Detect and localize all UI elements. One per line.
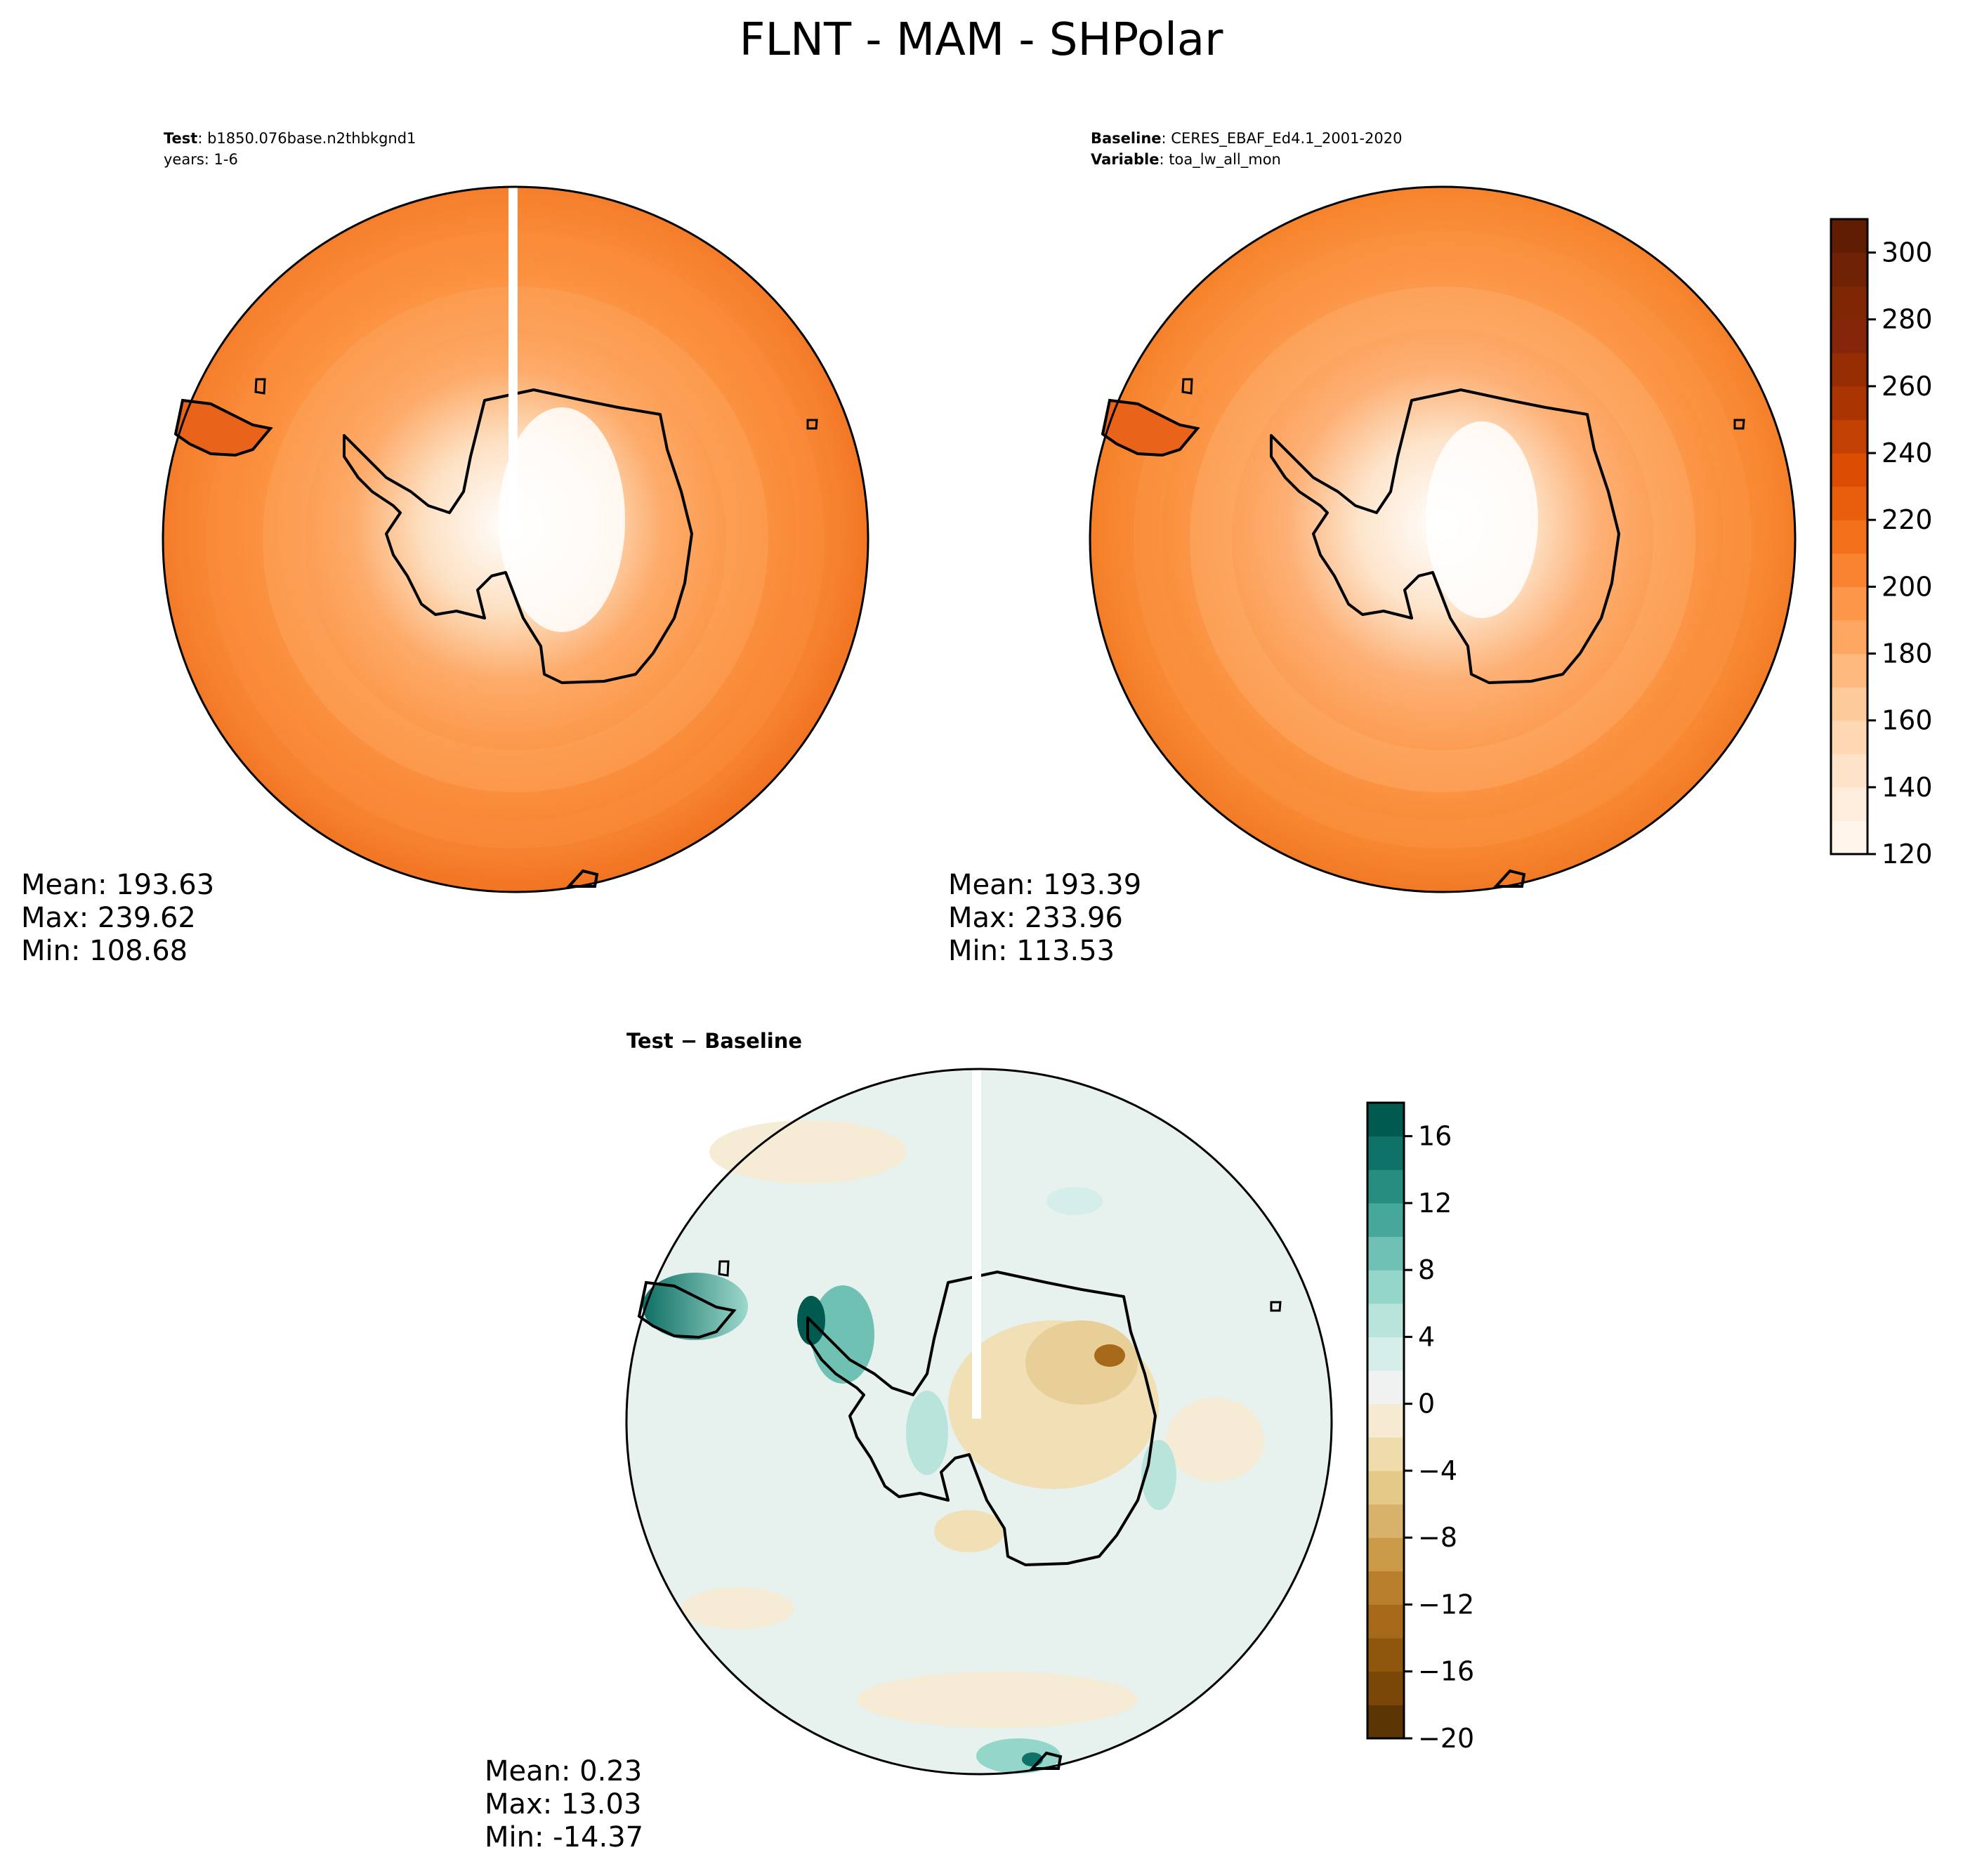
diff-colorbar-band — [1367, 1638, 1404, 1672]
diff-colorbar-band — [1367, 1705, 1404, 1739]
diff-max: Max: 13.03 — [485, 1788, 641, 1821]
baseline-colorbar-band — [1831, 286, 1867, 320]
baseline-variable: Variable: toa_lw_all_mon — [1091, 151, 1281, 169]
baseline-min: Min: 113.53 — [948, 935, 1115, 967]
diff-colorbar-tick-label: −4 — [1418, 1455, 1457, 1486]
baseline-colorbar-tick-label: 260 — [1882, 371, 1933, 402]
baseline-label: Baseline: CERES_EBAF_Ed4.1_2001-2020 — [1091, 130, 1402, 147]
diff-colorbar-tick-label: 4 — [1418, 1321, 1435, 1352]
diff-antarctica-coastline — [806, 1271, 1157, 1566]
baseline-colorbar-tick-label: 280 — [1882, 304, 1933, 335]
diff-colorbar-band — [1367, 1537, 1404, 1572]
test-mean: Mean: 193.63 — [21, 869, 214, 901]
diff-colorbar-band — [1367, 1103, 1404, 1137]
diff-colorbar-band — [1367, 1337, 1404, 1371]
baseline-colorbar-band — [1831, 586, 1867, 621]
baseline-colorbar-band — [1831, 619, 1867, 655]
baseline-colorbar-band — [1831, 386, 1867, 420]
baseline-colorbar-tick-label: 140 — [1882, 772, 1933, 803]
test-map-boundary — [162, 185, 869, 893]
baseline-colorbar-band — [1831, 754, 1867, 788]
baseline-colorbar-tick-label: 160 — [1882, 705, 1933, 736]
diff-map-boundary — [625, 1068, 1333, 1776]
diff-colorbar-tick-label: 16 — [1418, 1121, 1452, 1152]
baseline-colorbar: 120 140 160 180 200 220 240 260 280 300 — [1830, 218, 1933, 870]
diff-colorbar-band — [1367, 1202, 1404, 1238]
baseline-colorbar-band — [1831, 353, 1867, 387]
baseline-colorbar-band — [1831, 553, 1867, 587]
diff-colorbar-band — [1367, 1604, 1404, 1639]
baseline-max: Max: 233.96 — [948, 902, 1123, 934]
panel-test: Test: b1850.076base.n2thbkgnd1 years: 1-… — [21, 130, 869, 967]
diff-colorbar-band — [1367, 1504, 1404, 1538]
diff-colorbar-band — [1367, 1470, 1404, 1505]
diff-colorbar-band — [1367, 1437, 1404, 1471]
baseline-colorbar-tick-label: 180 — [1882, 638, 1933, 669]
diff-colorbar-tick-label: −12 — [1418, 1589, 1474, 1620]
diff-colorbar-tick-label: −8 — [1418, 1522, 1457, 1553]
test-south-america-coastline — [173, 398, 273, 457]
baseline-colorbar-band — [1831, 252, 1867, 287]
diff-colorbar-frame — [1366, 1101, 1405, 1740]
diff-title: Test − Baseline — [626, 1029, 802, 1053]
diff-colorbar-tick-label: 12 — [1418, 1188, 1452, 1219]
baseline-antarctica-coastline — [1270, 388, 1620, 684]
diff-colorbar-tick-label: 0 — [1418, 1389, 1435, 1419]
baseline-colorbar-tick-label: 240 — [1882, 438, 1933, 468]
diff-colorbar-band — [1367, 1270, 1404, 1304]
diff-colorbar-tick-label: 8 — [1418, 1254, 1435, 1285]
panel-baseline: Baseline: CERES_EBAF_Ed4.1_2001-2020 Var… — [948, 130, 1933, 967]
baseline-colorbar-band — [1831, 520, 1867, 554]
diff-mean: Mean: 0.23 — [485, 1755, 642, 1788]
baseline-map-boundary — [1089, 185, 1797, 893]
test-label: Test: b1850.076base.n2thbkgnd1 — [164, 130, 416, 147]
diff-south-america-coastline — [637, 1280, 737, 1339]
diff-colorbar-tick-label: −20 — [1418, 1723, 1474, 1754]
panel-diff: Test − Baseline — [485, 1029, 1474, 1854]
baseline-colorbar-band — [1831, 820, 1867, 855]
diff-map — [625, 1068, 1333, 1776]
diff-colorbar-band — [1367, 1136, 1404, 1170]
baseline-map — [1089, 185, 1797, 893]
test-max: Max: 239.62 — [21, 902, 196, 934]
baseline-colorbar-band — [1831, 787, 1867, 821]
diff-colorbar-band — [1367, 1570, 1404, 1605]
baseline-colorbar-band — [1831, 720, 1867, 754]
baseline-colorbar-band — [1831, 219, 1867, 254]
baseline-colorbar-tick-label: 300 — [1882, 237, 1933, 268]
test-map — [162, 185, 869, 893]
figure-title: FLNT - MAM - SHPolar — [740, 14, 1223, 66]
baseline-colorbar-band — [1831, 419, 1867, 454]
baseline-colorbar-frame — [1830, 218, 1869, 855]
baseline-colorbar-tick-label: 220 — [1882, 504, 1933, 535]
test-antarctica-coastline — [343, 388, 693, 684]
baseline-colorbar-band — [1831, 687, 1867, 721]
diff-colorbar-band — [1367, 1169, 1404, 1204]
diff-min: Min: -14.37 — [485, 1821, 643, 1854]
diff-colorbar-band — [1367, 1370, 1404, 1405]
diff-colorbar-band — [1367, 1236, 1404, 1271]
baseline-south-america-coastline — [1101, 398, 1200, 457]
baseline-colorbar-tick-label: 200 — [1882, 571, 1933, 602]
diff-colorbar-band — [1367, 1671, 1404, 1705]
diff-colorbar-tick-label: −16 — [1418, 1656, 1474, 1687]
diff-colorbar: −20 −16 −12 −8 −4 0 4 8 12 16 — [1366, 1101, 1474, 1754]
diff-colorbar-band — [1367, 1303, 1404, 1337]
test-min: Min: 108.68 — [21, 935, 188, 967]
baseline-colorbar-tick-label: 120 — [1882, 839, 1933, 870]
baseline-colorbar-band — [1831, 486, 1867, 520]
diff-colorbar-band — [1367, 1403, 1404, 1438]
test-years: years: 1-6 — [164, 151, 238, 168]
baseline-mean: Mean: 193.39 — [948, 869, 1141, 901]
baseline-colorbar-band — [1831, 653, 1867, 688]
baseline-colorbar-band — [1831, 453, 1867, 487]
baseline-colorbar-band — [1831, 319, 1867, 353]
